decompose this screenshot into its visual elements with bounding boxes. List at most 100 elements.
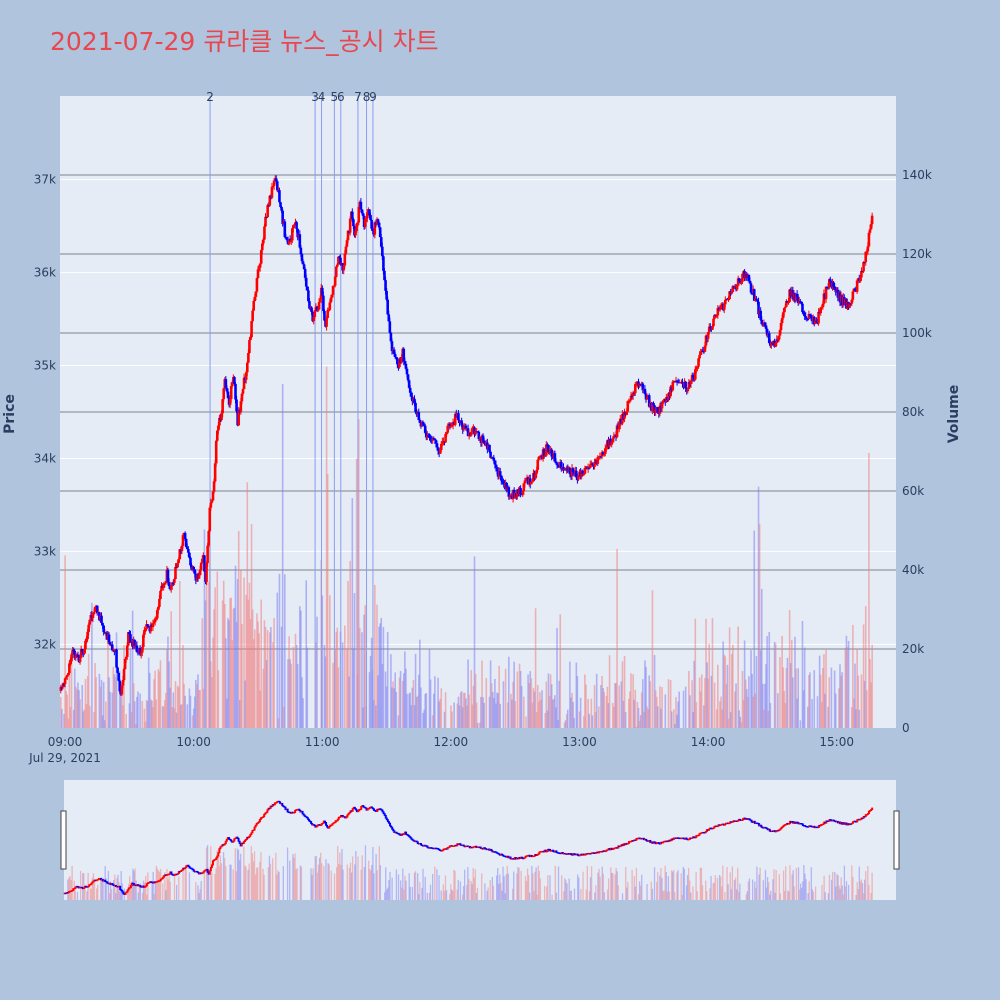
volume-bar [306,647,309,728]
slider-volume-bar [653,867,656,900]
slider-candle [174,873,177,876]
slider-volume-bar [608,878,610,900]
volume-bar [536,684,539,728]
volume-bar [334,648,336,728]
range-slider-left-handle[interactable] [60,810,67,870]
slider-candle [610,847,613,850]
slider-volume-bar [210,845,212,900]
slider-candle [144,885,147,888]
slider-candle [411,838,414,841]
volume-tick-label: 100k [902,326,932,340]
slider-volume-bar [758,874,760,900]
slider-volume-bar [443,890,446,900]
candle-body [469,431,473,436]
volume-bar [355,458,358,728]
volume-bar [623,655,626,728]
slider-candle [711,827,714,830]
candle-body [322,295,325,312]
candle-body [617,425,621,430]
slider-volume-bar [800,883,802,900]
news-marker-label: 2 [206,90,214,104]
candle-body [861,270,864,273]
slider-candle [226,837,229,840]
volume-bar [174,681,177,728]
slider-candle [302,813,305,816]
candle-body [784,306,787,308]
volume-bar [148,672,151,728]
candle-body [62,683,66,685]
slider-candle [408,835,411,838]
volume-bar [292,646,295,728]
slider-volume-bar [736,889,738,900]
slider-candle [219,846,222,850]
volume-bar [870,682,872,728]
candle-body [388,321,392,333]
slider-candle [327,826,330,829]
slider-candle [63,892,66,895]
slider-volume-bar [701,885,704,900]
slider-candle [742,818,745,821]
slider-candle [247,836,250,839]
candle-body [146,624,149,627]
volume-bar [514,701,517,728]
slider-candle [730,821,733,823]
slider-candle [863,815,866,818]
slider-candle [530,854,533,858]
candle-body [200,558,204,563]
candle-body [139,652,143,655]
volume-bar [252,639,255,728]
slider-candle [394,831,397,834]
slider-candle [579,853,582,856]
candle-body [550,449,553,457]
volume-bar [300,610,302,728]
slider-volume-bar [391,877,393,900]
slider-candle [675,837,678,839]
slider-candle [115,885,118,888]
candle-body [562,467,565,470]
slider-candle [855,821,858,823]
candle-body [207,531,211,546]
slider-candle [172,874,175,876]
slider-candle [422,844,425,847]
slider-volume-bar [722,865,724,900]
candle-body [647,395,651,407]
slider-candle [704,831,707,834]
slider-candle [243,839,246,843]
slider-candle [633,839,636,842]
range-slider-right-handle[interactable] [893,810,900,870]
slider-volume-bar [503,876,505,900]
slider-volume-bar [357,856,359,900]
slider-candle [721,823,724,826]
volume-bar [748,676,750,728]
slider-candle [457,843,460,845]
candle-body [225,388,229,392]
candle-body [627,400,631,403]
volume-bar [408,693,410,728]
slider-candle [643,838,646,841]
slider-candle [606,849,609,851]
slider-candle [666,840,669,843]
volume-bar [553,698,555,728]
slider-volume-bar [113,880,115,900]
candle-body [312,316,316,322]
slider-candle [377,808,380,811]
slider-volume-bar [497,868,499,900]
slider-volume-bar [318,857,321,900]
volume-bar [195,680,197,728]
slider-volume-bar [656,881,658,900]
slider-volume-bar [504,893,506,900]
slider-candle [841,822,844,825]
candle-body [643,388,647,394]
slider-candle [241,842,244,845]
volume-bar [326,473,329,728]
candle-body [181,535,185,546]
slider-volume-bar [692,886,694,900]
slider-candle [94,879,97,882]
volume-bar [186,704,189,728]
volume-bar [270,627,272,728]
slider-candle [458,843,461,845]
volume-bar [93,712,95,728]
slider-candle [752,820,755,823]
slider-candle [205,868,208,871]
slider-volume-bar [682,866,684,900]
